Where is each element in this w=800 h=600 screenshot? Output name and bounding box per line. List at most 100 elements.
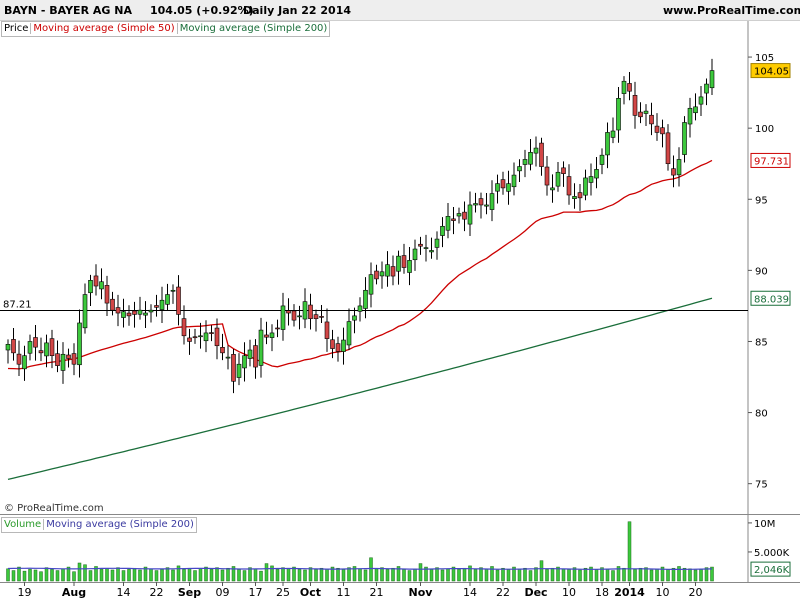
volume-bar bbox=[176, 565, 181, 582]
legend-ma50[interactable]: Moving average (Simple 50) bbox=[30, 23, 177, 34]
legend-price[interactable]: Price bbox=[4, 23, 29, 34]
date-tick-label: 14 bbox=[117, 586, 131, 599]
volume-ma-line bbox=[7, 567, 713, 570]
candle bbox=[445, 203, 451, 239]
volume-bar bbox=[259, 570, 263, 582]
candle bbox=[247, 339, 253, 367]
candle-body bbox=[660, 127, 665, 135]
candle-body bbox=[566, 176, 572, 196]
candle-body bbox=[192, 336, 198, 339]
price-axis: 105 100 95 90 85 80 75 bbox=[748, 53, 774, 491]
candle-body bbox=[313, 314, 319, 320]
candle bbox=[291, 304, 297, 327]
candle-body bbox=[82, 294, 88, 329]
candle bbox=[407, 247, 412, 286]
volume-bar bbox=[61, 568, 65, 582]
volume-bar bbox=[545, 569, 549, 582]
candle-body bbox=[203, 332, 209, 342]
candle-body bbox=[412, 248, 418, 261]
candle-body bbox=[291, 310, 297, 321]
volume-bar bbox=[688, 568, 692, 582]
volume-bar bbox=[132, 567, 137, 582]
candlestick-series bbox=[5, 58, 715, 394]
candle-body bbox=[159, 299, 165, 310]
legend-volume[interactable]: Volume bbox=[4, 519, 42, 530]
candle bbox=[38, 337, 44, 362]
candle bbox=[704, 78, 709, 106]
candle-body bbox=[181, 318, 187, 337]
volume-bar bbox=[633, 569, 637, 582]
candle-body bbox=[484, 204, 489, 207]
candle-body bbox=[71, 353, 77, 365]
volume-bar bbox=[325, 568, 329, 582]
candle-body bbox=[247, 349, 253, 359]
candle-body bbox=[275, 327, 280, 330]
volume-bar bbox=[248, 567, 252, 582]
candle bbox=[363, 277, 368, 319]
candle bbox=[55, 340, 60, 373]
date-tick-label: 22 bbox=[150, 586, 164, 599]
candle bbox=[165, 283, 170, 311]
legend-ma200[interactable]: Moving average (Simple 200) bbox=[176, 23, 330, 34]
candle bbox=[379, 261, 385, 289]
volume-bar bbox=[424, 566, 428, 582]
candle-body bbox=[473, 203, 478, 206]
candle-body bbox=[132, 310, 137, 315]
candle-body bbox=[627, 83, 632, 92]
candle-body bbox=[88, 280, 93, 294]
volume-bar bbox=[561, 568, 566, 582]
candle bbox=[440, 217, 445, 248]
candle-body bbox=[638, 111, 643, 118]
volume-bar bbox=[341, 569, 346, 582]
legend-volume-ma200[interactable]: Moving average (Simple 200) bbox=[43, 519, 196, 530]
date-tick-label: Nov bbox=[409, 586, 434, 599]
volume-bar bbox=[627, 521, 632, 582]
candle-body bbox=[676, 159, 682, 176]
candle bbox=[478, 192, 484, 219]
candle-body bbox=[605, 132, 610, 156]
volume-bar bbox=[275, 569, 280, 582]
volume-bar bbox=[66, 566, 71, 582]
candle bbox=[209, 325, 214, 342]
volume-bar bbox=[594, 569, 599, 582]
volume-bar bbox=[297, 569, 302, 582]
candle-body bbox=[423, 247, 429, 249]
volume-bar bbox=[501, 567, 505, 582]
candle-body bbox=[588, 176, 594, 183]
candle-body bbox=[577, 192, 583, 199]
candle bbox=[11, 328, 16, 361]
ma200-tag-box bbox=[750, 290, 791, 306]
volume-bar bbox=[94, 566, 98, 582]
volume-bar bbox=[523, 567, 527, 582]
date-tick-label: 14 bbox=[463, 586, 477, 599]
volume-bar bbox=[165, 567, 170, 582]
volume-tick-label: 10M bbox=[754, 519, 775, 530]
candle-body bbox=[214, 327, 220, 347]
volume-bar bbox=[644, 567, 648, 582]
volume-bar bbox=[550, 567, 555, 582]
candle-body bbox=[165, 294, 170, 305]
volume-ma-tag-box bbox=[750, 561, 791, 577]
candle-body bbox=[66, 354, 71, 359]
candle bbox=[434, 231, 440, 260]
candle bbox=[198, 322, 203, 349]
volume-bar bbox=[413, 568, 417, 582]
candle-body bbox=[77, 322, 82, 366]
date-tick-label: 11 bbox=[337, 586, 351, 599]
candle-body bbox=[665, 132, 671, 165]
volume-bar bbox=[308, 567, 313, 582]
candle-body bbox=[115, 307, 121, 314]
site-link[interactable]: www.ProRealTime.com bbox=[663, 4, 800, 17]
volume-bar bbox=[50, 569, 54, 582]
candle bbox=[335, 336, 341, 362]
candle bbox=[561, 161, 566, 187]
candle-body bbox=[643, 110, 649, 114]
candle bbox=[550, 174, 555, 203]
volume-bar bbox=[110, 569, 115, 582]
volume-ma-path bbox=[7, 567, 713, 570]
volume-bar bbox=[105, 567, 109, 582]
ma200-tag-text: 88.039 bbox=[754, 294, 789, 305]
date-tick-label: 25 bbox=[276, 586, 290, 599]
candle-body bbox=[352, 315, 357, 321]
